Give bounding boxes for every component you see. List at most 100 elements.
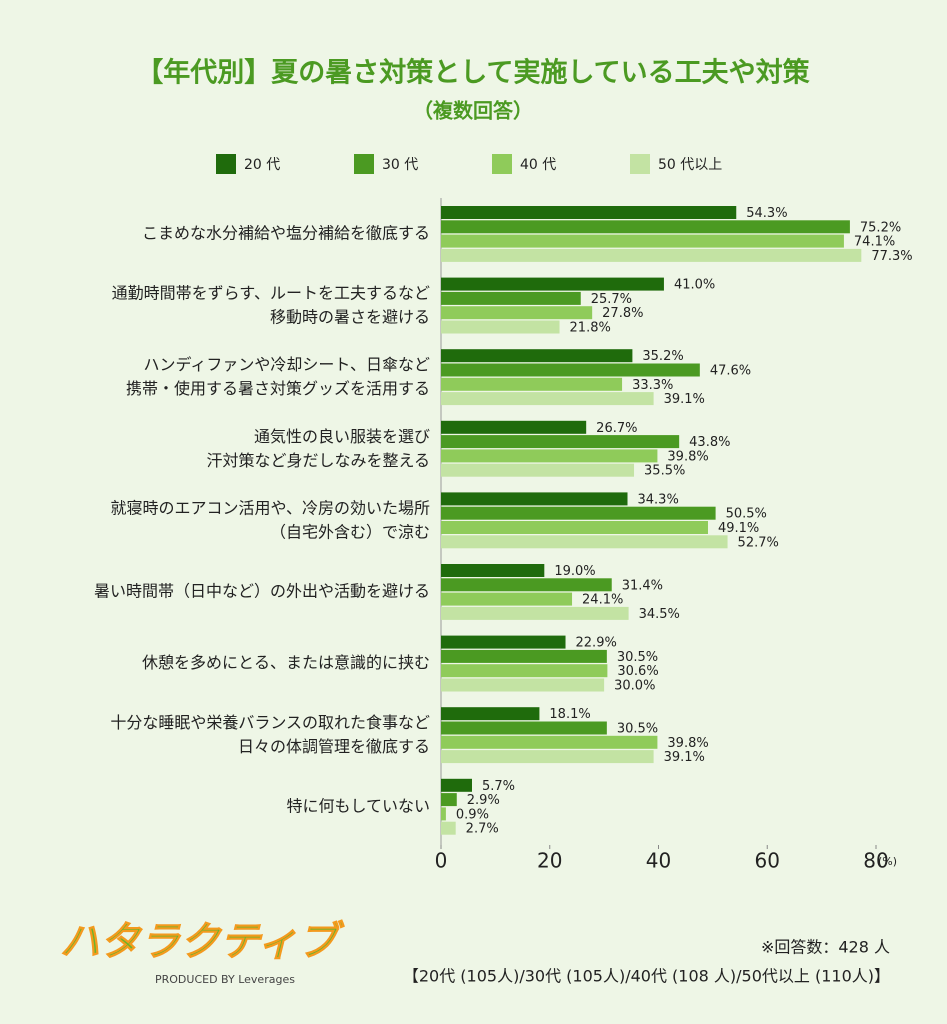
value-label: 39.1% [664, 392, 705, 407]
bar [441, 220, 850, 234]
value-label: 25.7% [591, 292, 632, 307]
value-label: 21.8% [570, 321, 611, 336]
bar [441, 320, 560, 334]
bar [441, 606, 629, 620]
logo-byline: PRODUCED BY Leverages [155, 973, 295, 986]
legend-swatch [354, 154, 374, 174]
bar [441, 664, 608, 678]
category-label: 暑い時間帯（日中など）の外出や活動を避ける [94, 581, 430, 600]
bar [441, 735, 658, 749]
category-label: 休憩を多めにとる、または意識的に挟む [142, 653, 430, 672]
bar [441, 277, 664, 291]
bar [441, 592, 573, 606]
bar [441, 420, 587, 434]
value-label: 30.5% [617, 650, 658, 665]
bar [441, 463, 635, 477]
value-label: 75.2% [860, 220, 901, 235]
legend-swatch [630, 154, 650, 174]
bar [441, 649, 607, 663]
bar [441, 535, 728, 549]
x-tick-label: 40 [646, 849, 671, 873]
category-label: こまめな水分補給や塩分補給を徹底する [142, 223, 430, 242]
x-tick-label: 60 [755, 849, 780, 873]
value-label: 2.7% [466, 822, 499, 837]
footer-breakdown: 【20代 (105人)/30代 (105人)/40代 (108 人)/50代以上… [403, 967, 890, 986]
legend-label: 40 代 [520, 157, 556, 173]
bar [441, 248, 862, 262]
value-label: 31.4% [622, 578, 663, 593]
value-label: 41.0% [674, 278, 715, 293]
bar [441, 377, 623, 391]
value-label: 0.9% [456, 807, 489, 822]
chart-title: 【年代別】夏の暑さ対策として実施している工夫や対策 [136, 57, 810, 89]
category-label: 通気性の良い服装を選び汗対策など身だしなみを整える [206, 426, 430, 469]
value-label: 30.6% [617, 664, 658, 679]
value-label: 47.6% [710, 364, 751, 379]
legend-label: 50 代以上 [658, 157, 722, 173]
bar [441, 234, 844, 248]
value-label: 74.1% [854, 235, 895, 250]
logo: ハタラクティブ [60, 919, 345, 965]
value-label: 49.1% [718, 521, 759, 536]
footer-note: ※回答数：428 人 [761, 938, 890, 957]
value-label: 34.3% [638, 492, 679, 507]
bar [441, 449, 658, 463]
value-label: 22.9% [576, 636, 617, 651]
category-label: 就寝時のエアコン活用や、冷房の効いた場所（自宅外含む）で涼む [110, 498, 430, 541]
x-axis-label: (%) [878, 855, 897, 868]
value-label: 50.5% [726, 507, 767, 522]
value-label: 34.5% [639, 607, 680, 622]
value-label: 30.5% [617, 722, 658, 737]
bar [441, 564, 545, 577]
legend-label: 30 代 [382, 157, 418, 173]
bar [441, 492, 628, 506]
bar [441, 206, 737, 219]
value-label: 77.3% [871, 249, 912, 264]
value-label: 18.1% [549, 707, 590, 722]
bar [441, 821, 456, 835]
value-label: 30.0% [614, 679, 655, 694]
bar [441, 392, 654, 406]
value-label: 43.8% [689, 435, 730, 450]
bar [441, 678, 605, 692]
value-label: 5.7% [482, 779, 515, 794]
bar [441, 778, 472, 792]
value-label: 39.8% [667, 736, 708, 751]
value-label: 52.7% [738, 535, 779, 550]
value-label: 35.5% [644, 464, 685, 479]
x-tick-label: 20 [537, 849, 562, 873]
chart-subtitle: （複数回答） [413, 99, 533, 123]
bar [441, 793, 457, 807]
category-label: ハンディファンや冷却シート、日傘など携帯・使用する暑さ対策グッズを活用する [126, 355, 430, 398]
value-label: 54.3% [746, 206, 787, 221]
bar [441, 807, 446, 821]
x-tick-label: 0 [435, 849, 448, 873]
bar [441, 349, 633, 363]
bar [441, 578, 612, 592]
bar [441, 506, 716, 520]
value-label: 24.1% [582, 593, 623, 608]
value-label: 39.1% [664, 750, 705, 765]
category-label: 通勤時間帯をずらす、ルートを工夫するなど移動時の暑さを避ける [112, 283, 430, 326]
bar [441, 435, 680, 449]
bar [441, 750, 654, 764]
value-label: 19.0% [554, 564, 595, 579]
value-label: 27.8% [602, 306, 643, 321]
value-label: 2.9% [467, 793, 500, 808]
bar [441, 306, 593, 320]
bar [441, 721, 607, 735]
x-tick-label: 80 [863, 849, 888, 873]
legend-label: 20 代 [244, 157, 280, 173]
value-label: 26.7% [596, 421, 637, 436]
bar [441, 707, 540, 721]
legend-swatch [492, 154, 512, 174]
bar [441, 635, 566, 649]
category-label: 十分な睡眠や栄養バランスの取れた食事など日々の体調管理を徹底する [110, 713, 430, 756]
bar [441, 291, 581, 305]
legend-swatch [216, 154, 236, 174]
value-label: 33.3% [632, 378, 673, 393]
value-label: 39.8% [667, 449, 708, 464]
value-label: 35.2% [642, 349, 683, 364]
